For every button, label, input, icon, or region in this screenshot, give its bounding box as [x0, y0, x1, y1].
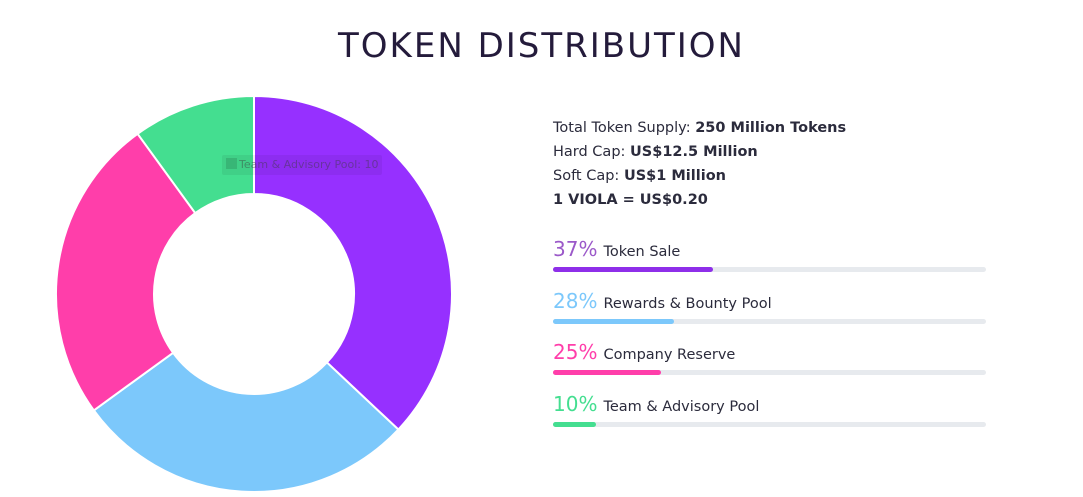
progress-track	[553, 370, 986, 375]
page-title: TOKEN DISTRIBUTION	[338, 26, 745, 66]
donut-slice-company-reserve[interactable]	[55, 132, 197, 412]
stat-percent: 10%	[553, 391, 598, 416]
progress-track	[553, 318, 986, 324]
total-supply-value: 250 Million Tokens	[695, 120, 847, 136]
supply-info: Total Token Supply: 250 Million Tokens H…	[553, 116, 846, 212]
tooltip-text: Team & Advisory Pool: 10	[239, 158, 379, 171]
total-supply-line: Total Token Supply: 250 Million Tokens	[553, 116, 846, 140]
stat-token-sale: 37% Token Sale	[553, 234, 986, 286]
progress-fill	[553, 267, 714, 272]
progress-track	[553, 267, 986, 272]
tooltip-swatch	[226, 158, 237, 169]
token-price: 1 VIOLA = US$0.20	[553, 192, 708, 208]
stat-label: Team & Advisory Pool	[603, 398, 760, 415]
stat-label: Company Reserve	[603, 347, 736, 363]
soft-cap-value: US$1 Million	[623, 168, 726, 184]
total-supply-label: Total Token Supply:	[553, 120, 691, 136]
distribution-stats: 37% Token Sale 28% Rewards & Bounty Pool 2…	[553, 234, 986, 440]
stat-label: Token Sale	[603, 244, 681, 260]
token-price-line: 1 VIOLA = US$0.20	[553, 188, 846, 212]
stat-percent: 25%	[553, 340, 598, 364]
stat-rewards-bounty-pool: 28% Rewards & Bounty Pool	[553, 286, 986, 338]
stat-team-advisory-pool: 10% Team & Advisory Pool	[553, 389, 986, 441]
progress-fill	[553, 421, 597, 427]
donut-slice-token-sale[interactable]	[253, 94, 453, 431]
progress-fill	[553, 370, 662, 375]
progress-fill	[553, 318, 675, 324]
chart-tooltip: Team & Advisory Pool: 10	[222, 155, 383, 175]
progress-track	[553, 421, 986, 427]
donut-slice-rewards-bounty-pool[interactable]	[92, 351, 400, 493]
stat-label: Rewards & Bounty Pool	[603, 295, 772, 312]
soft-cap-label: Soft Cap:	[553, 168, 620, 184]
stat-percent: 37%	[553, 237, 598, 261]
stat-percent: 28%	[553, 288, 598, 313]
hard-cap-label: Hard Cap:	[553, 144, 626, 160]
donut-slice-team-advisory-pool[interactable]	[136, 94, 255, 215]
hard-cap-value: US$12.5 Million	[630, 144, 758, 160]
soft-cap-line: Soft Cap: US$1 Million	[553, 164, 846, 188]
hard-cap-line: Hard Cap: US$12.5 Million	[553, 140, 846, 164]
stat-company-reserve: 25% Company Reserve	[553, 337, 986, 389]
